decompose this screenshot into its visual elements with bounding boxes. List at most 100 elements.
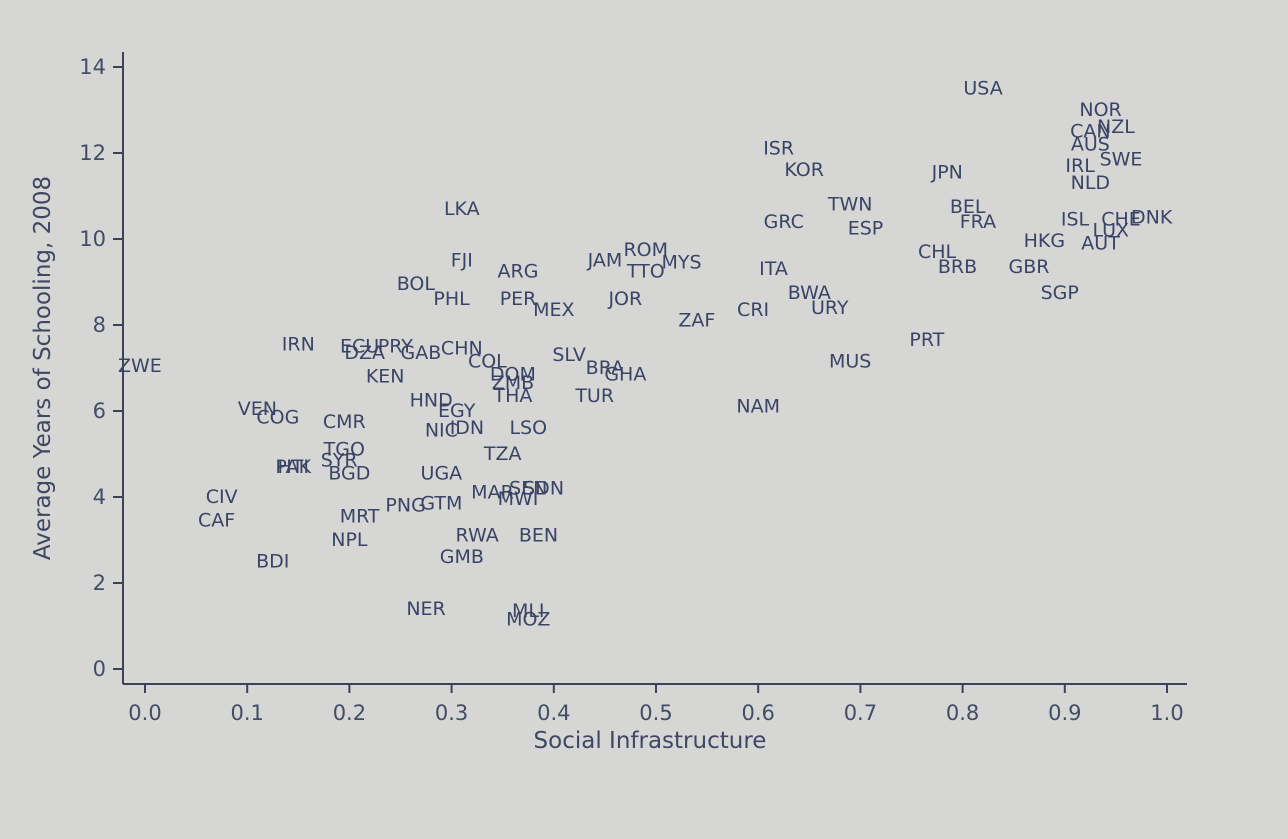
data-point-lux: LUX (1093, 219, 1130, 241)
x-tick-label: 1.0 (1150, 701, 1183, 725)
x-tick-label: 0.3 (435, 701, 468, 725)
data-point-zaf: ZAF (678, 310, 715, 332)
data-point-gmb: GMB (440, 546, 484, 568)
data-point-nic: NIC (425, 419, 458, 441)
y-tick-label: 2 (93, 571, 106, 595)
data-point-irl: IRL (1065, 155, 1095, 177)
y-tick-label: 6 (93, 399, 106, 423)
x-tick-label: 0.4 (537, 701, 570, 725)
data-point-cmr: CMR (323, 411, 366, 433)
data-point-bgd: BGD (328, 462, 370, 484)
x-tick-label: 0.5 (639, 701, 672, 725)
data-point-ecu: ECU (340, 336, 379, 358)
data-point-bwa: BWA (788, 282, 831, 304)
data-point-lka: LKA (444, 198, 480, 220)
data-point-esp: ESP (848, 217, 884, 239)
x-tick-label: 0.9 (1048, 701, 1081, 725)
data-point-isl: ISL (1061, 209, 1090, 231)
data-point-hnd: HND (410, 389, 453, 411)
data-point-aut: AUT (1081, 232, 1120, 254)
data-point-jam: JAM (587, 250, 623, 272)
data-point-per: PER (500, 288, 537, 310)
y-tick-label: 4 (93, 485, 106, 509)
data-point-zwe: ZWE (118, 355, 162, 377)
data-point-jpn: JPN (931, 161, 963, 183)
data-point-irn: IRN (282, 333, 315, 355)
x-tick-label: 0.7 (844, 701, 877, 725)
data-point-nld: NLD (1071, 172, 1110, 194)
data-point-ner: NER (406, 598, 445, 620)
data-point-gbr: GBR (1009, 256, 1050, 278)
data-point-zmb: ZMB (492, 372, 534, 394)
data-point-can: CAN (1070, 121, 1110, 143)
y-tick-label: 0 (93, 657, 106, 681)
data-point-bel: BEL (950, 196, 986, 218)
data-point-bol: BOL (397, 273, 436, 295)
data-point-tgo: TGO (323, 439, 365, 461)
data-point-gha: GHA (604, 363, 646, 385)
data-point-hkg: HKG (1024, 230, 1065, 252)
x-axis-title: Social Infrastructure (534, 728, 767, 754)
data-point-pak: PAK (275, 456, 311, 478)
x-tick-label: 0.2 (333, 701, 366, 725)
y-tick-label: 10 (79, 227, 106, 251)
data-point-fji: FJI (451, 250, 473, 272)
data-point-col: COL (468, 351, 507, 373)
data-point-mex: MEX (533, 299, 574, 321)
data-point-cri: CRI (737, 299, 769, 321)
data-point-idn: IDN (450, 417, 484, 439)
data-point-kor: KOR (784, 159, 824, 181)
data-point-gab: GAB (401, 342, 442, 364)
data-point-tur: TUR (574, 385, 614, 407)
y-tick-label: 8 (93, 313, 106, 337)
data-point-uga: UGA (421, 462, 463, 484)
data-point-twn: TWN (827, 194, 873, 216)
data-point-tha: THA (492, 385, 532, 407)
data-point-sgp: SGP (1041, 282, 1079, 304)
data-point-gtm: GTM (420, 492, 462, 514)
data-point-isr: ISR (763, 138, 794, 160)
data-point-usa: USA (963, 78, 1002, 100)
data-point-moz: MOZ (506, 609, 550, 631)
data-point-aus: AUS (1071, 133, 1110, 155)
data-point-mli: MLI (512, 600, 545, 622)
data-point-phl: PHL (433, 288, 470, 310)
x-tick-label: 0.1 (230, 701, 263, 725)
data-point-bdi: BDI (256, 551, 289, 573)
data-point-dnk: DNK (1131, 207, 1173, 229)
data-point-ita: ITA (759, 258, 788, 280)
data-point-mys: MYS (662, 252, 702, 274)
x-tick-label: 0.8 (946, 701, 979, 725)
data-point-bra: BRA (586, 357, 624, 379)
data-point-civ: CIV (206, 486, 238, 508)
y-tick-label: 12 (79, 141, 106, 165)
x-tick-label: 0.0 (128, 701, 161, 725)
data-point-lso: LSO (509, 417, 547, 439)
data-point-sen: SEN (509, 477, 547, 499)
x-axis-ticks: 0.0 0.1 0.2 0.3 0.4 0.5 0.6 0.7 0.8 0.9 1.0 (128, 684, 1184, 725)
data-point-tto: TTO (626, 260, 665, 282)
data-point-jor: JOR (607, 288, 642, 310)
data-point-mar: MAR (471, 482, 514, 504)
data-point-hti: HTI (277, 456, 309, 478)
data-point-brb: BRB (938, 256, 977, 278)
data-point-grc: GRC (764, 211, 804, 233)
data-point-ken: KEN (366, 366, 405, 388)
data-point-swe: SWE (1100, 148, 1143, 170)
data-point-ury: URY (811, 297, 849, 319)
x-tick-label: 0.6 (741, 701, 774, 725)
data-point-syr: SYR (321, 449, 358, 471)
data-point-chl: CHL (918, 241, 957, 263)
data-point-pry: PRY (378, 336, 413, 358)
data-point-arg: ARG (498, 260, 539, 282)
data-point-egy: EGY (438, 400, 476, 422)
data-point-tza: TZA (483, 443, 522, 465)
data-point-dza: DZA (344, 342, 385, 364)
data-point-mrt: MRT (340, 505, 380, 527)
data-point-chn: CHN (441, 338, 483, 360)
data-point-che: CHE (1101, 209, 1141, 231)
data-point-caf: CAF (198, 510, 235, 532)
data-point-rwa: RWA (456, 525, 499, 547)
